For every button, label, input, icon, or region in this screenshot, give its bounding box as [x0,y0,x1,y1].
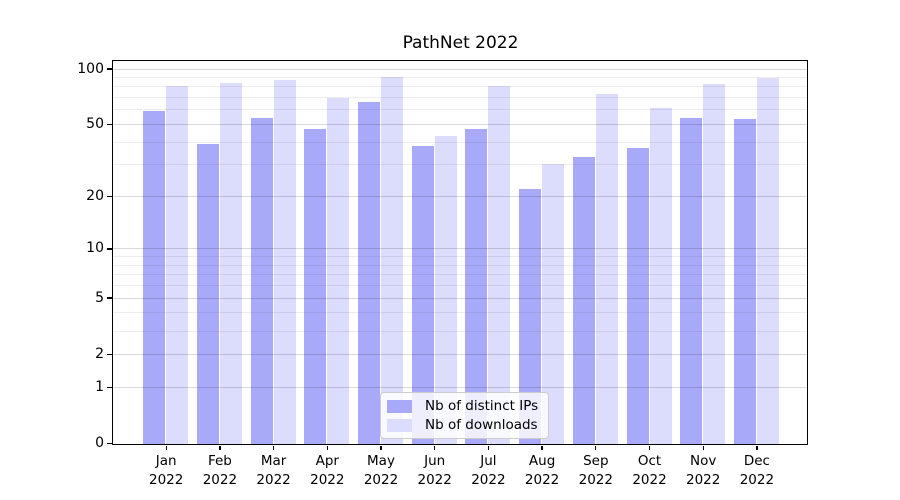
y-tick-mark-2 [107,353,112,355]
x-tick-mark-jan [165,445,167,450]
x-tick-label-jul: Jul 2022 [471,453,506,488]
y-tick-mark-50 [107,123,112,126]
x-tick-mark-jun [434,445,436,450]
bar-downloads-oct [649,108,672,444]
legend-item-downloads: Nb of downloads [387,417,538,433]
bar-downloads-jul [488,86,511,444]
x-tick-label-mar: Mar 2022 [256,453,291,488]
y-tick-mark-20 [107,195,112,198]
legend-label-downloads: Nb of downloads [425,417,538,433]
bar-downloads-feb [219,83,242,444]
bar-downloads-sep [595,93,618,444]
x-tick-mark-jul [487,445,490,450]
y-tick-label-0: 0 [95,435,104,451]
y-tick-mark-1 [107,386,112,388]
x-tick-label-apr: Apr 2022 [310,453,345,488]
legend-item-distinct-ips: Nb of distinct IPs [387,398,538,414]
y-tick-label-5: 5 [95,289,104,306]
x-tick-mark-oct [648,445,651,450]
bar-ips-apr [304,128,327,444]
x-tick-label-may: May 2022 [363,453,399,488]
y-tick-label-2: 2 [95,345,104,362]
x-tick-mark-apr [326,445,328,450]
y-tick-label-50: 50 [86,115,104,132]
legend: Nb of distinct IPs Nb of downloads [380,392,550,439]
bar-ips-jun [411,145,434,444]
bar-ips-dec [733,119,756,444]
x-tick-mark-aug [541,445,543,450]
y-tick-mark-5 [107,297,112,299]
bar-downloads-jan [166,86,189,444]
y-tick-label-100: 100 [77,60,104,77]
x-tick-mark-nov [702,445,704,450]
plot-area: Nb of distinct IPs Nb of downloads [112,60,808,445]
y-tick-label-20: 20 [86,187,104,204]
y-tick-label-10: 10 [86,240,104,257]
bar-ips-jan [143,110,166,444]
legend-label-distinct-ips: Nb of distinct IPs [425,398,539,414]
x-tick-label-sep: Sep 2022 [578,453,613,488]
x-tick-mark-sep [595,445,597,450]
bar-downloads-jun [434,135,457,444]
bar-ips-may [358,101,380,444]
x-tick-mark-feb [219,445,221,450]
bar-downloads-apr [327,98,350,444]
bar-ips-feb [196,143,219,444]
x-tick-mark-may [380,445,382,450]
bar-downloads-dec [756,77,779,444]
bar-ips-sep [572,156,595,444]
y-tick-mark-100 [107,68,112,70]
x-tick-label-dec: Dec 2022 [739,453,775,488]
bar-ips-oct [626,147,649,444]
bar-downloads-may [381,77,403,444]
chart-title: PathNet 2022 [402,33,519,53]
x-tick-label-feb: Feb 2022 [202,453,238,488]
y-tick-mark-0 [107,442,112,445]
bar-ips-aug [519,188,542,444]
y-tick-label-1: 1 [95,378,104,395]
x-tick-mark-dec [756,445,758,450]
bar-downloads-aug [542,164,565,444]
bar-downloads-mar [273,79,296,444]
bar-downloads-nov [703,84,726,444]
x-tick-label-nov: Nov 2022 [686,453,721,488]
x-tick-label-aug: Aug 2022 [524,453,560,488]
legend-swatch-downloads [387,418,412,432]
bar-ips-mar [250,117,273,444]
bar-ips-nov [680,117,703,444]
x-tick-label-jun: Jun 2022 [417,453,452,488]
legend-swatch-distinct-ips [387,399,412,413]
y-tick-mark-10 [107,248,112,250]
x-tick-label-oct: Oct 2022 [632,453,667,488]
x-tick-label-jan: Jan 2022 [149,453,184,488]
bars-layer [113,61,807,444]
bar-ips-jul [465,128,488,444]
x-tick-mark-mar [272,445,275,450]
